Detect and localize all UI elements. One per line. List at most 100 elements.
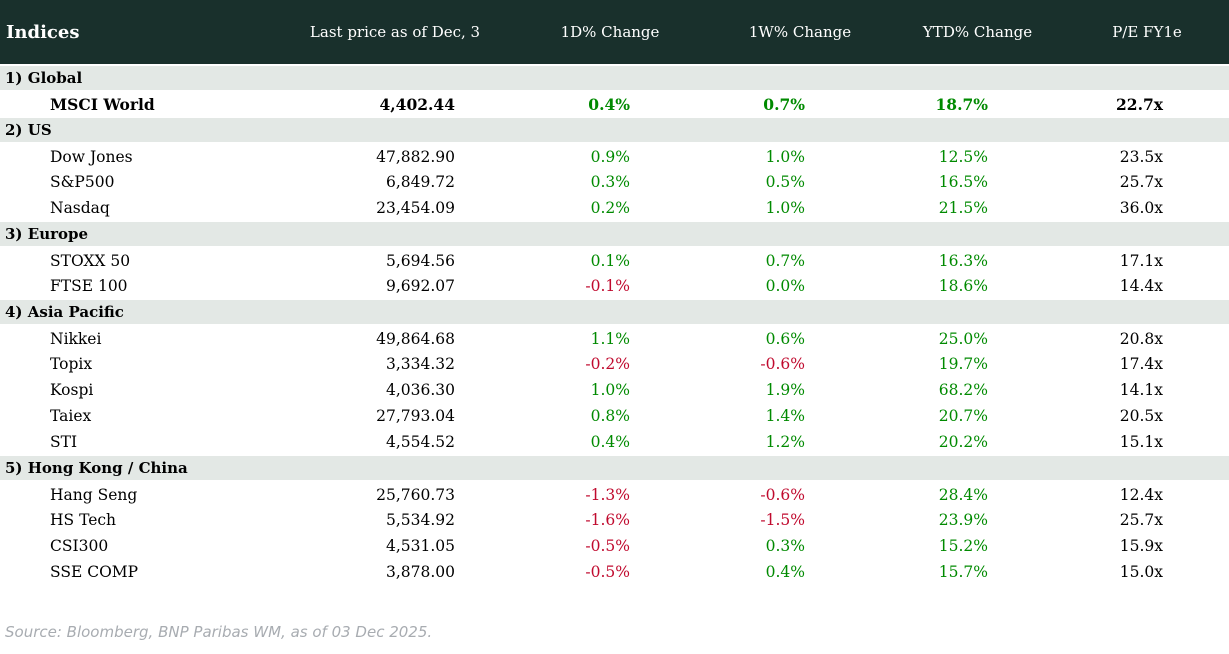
last-price: 4,554.52 [385,432,455,451]
change-1w: -1.5% [760,511,805,529]
pe-ratio: 17.1x [1119,251,1163,270]
section-label: 5) Hong Kong / China [0,454,1229,482]
change-ytd: 18.6% [938,276,988,295]
change-1w: 0.6% [765,329,805,348]
change-1w: 1.0% [765,147,805,166]
pe-ratio: 14.4x [1119,276,1163,295]
index-row: STOXX 50 5,694.56 0.1% 0.7% 16.3% 17.1x [0,247,1229,273]
last-price: 5,694.56 [385,251,455,270]
index-name: Hang Seng [50,485,138,504]
pe-ratio: 20.8x [1119,329,1163,348]
change-1d: 0.3% [590,173,630,191]
change-ytd: 23.9% [938,511,988,529]
change-ytd: 15.2% [938,537,988,555]
change-1w: 0.7% [765,251,805,270]
index-name: CSI300 [50,537,109,555]
index-name: Dow Jones [50,147,133,166]
index-name: MSCI World [50,94,155,114]
section-row: 4) Asia Pacific [0,298,1229,326]
change-1w: 0.5% [765,173,805,191]
index-row: FTSE 100 9,692.07 -0.1% 0.0% 18.6% 14.4x [0,273,1229,299]
last-price: 6,849.72 [385,173,455,191]
pe-ratio: 22.7x [1116,94,1163,114]
index-name: Nasdaq [50,198,110,217]
index-row: Dow Jones 47,882.90 0.9% 1.0% 12.5% 23.5x [0,143,1229,169]
change-1d: 0.1% [590,251,630,270]
column-header-ytd-change: YTD% Change [922,23,1033,41]
column-header-1d-change: 1D% Change [560,23,660,41]
change-1d: 1.1% [590,329,630,348]
index-row: SSE COMP 3,878.00 -0.5% 0.4% 15.7% 15.0x [0,559,1229,585]
section-label: 3) Europe [0,220,1229,248]
pe-ratio: 25.7x [1119,511,1163,529]
column-header-1w-change: 1W% Change [748,23,852,41]
change-1w: 1.0% [765,198,805,217]
column-header-last-price: Last price as of Dec, 3 [309,23,481,41]
change-1w: 0.0% [765,276,805,295]
change-1d: -0.1% [585,276,630,295]
last-price: 4,531.05 [385,537,455,555]
change-1d: -1.6% [585,511,630,529]
index-name: STI [50,432,78,451]
section-label: 4) Asia Pacific [0,298,1229,326]
change-1w: 1.2% [765,432,805,451]
page-title: Indices [6,21,80,43]
source-note: Source: Bloomberg, BNP Paribas WM, as of… [5,623,433,641]
last-price: 23,454.09 [376,198,455,217]
change-1d: 0.2% [590,198,630,217]
index-row: STI 4,554.52 0.4% 1.2% 20.2% 15.1x [0,429,1229,455]
table-header-row: Indices Last price as of Dec, 3 1D% Chan… [0,0,1229,65]
last-price: 5,534.92 [385,511,455,529]
pe-ratio: 15.0x [1119,563,1163,581]
section-row: 5) Hong Kong / China [0,454,1229,482]
index-name: Topix [50,355,93,373]
change-1w: 0.4% [765,563,805,581]
change-ytd: 16.5% [938,173,988,191]
change-ytd: 12.5% [938,147,988,166]
change-1d: -0.5% [585,537,630,555]
section-row: 2) US [0,116,1229,144]
index-row: Kospi 4,036.30 1.0% 1.9% 68.2% 14.1x [0,377,1229,403]
index-name: STOXX 50 [50,251,131,270]
change-ytd: 21.5% [938,198,988,217]
index-name: HS Tech [50,511,117,529]
change-1d: -1.3% [585,485,630,504]
pe-ratio: 15.1x [1119,432,1163,451]
pe-ratio: 15.9x [1119,537,1163,555]
change-1w: 0.7% [763,94,805,114]
index-row: Nikkei 49,864.68 1.1% 0.6% 25.0% 20.8x [0,325,1229,351]
change-1d: 1.0% [590,381,630,399]
change-ytd: 19.7% [938,355,988,373]
change-ytd: 16.3% [938,251,988,270]
index-name: S&P500 [50,173,115,191]
pe-ratio: 36.0x [1119,198,1163,217]
change-1w: 0.3% [765,537,805,555]
index-name: FTSE 100 [50,276,128,295]
last-price: 4,036.30 [385,381,455,399]
index-row: MSCI World 4,402.44 0.4% 0.7% 18.7% 22.7x [0,91,1229,117]
change-1d: -0.5% [585,563,630,581]
last-price: 4,402.44 [379,94,455,114]
change-1d: 0.9% [590,147,630,166]
pe-ratio: 14.1x [1119,381,1163,399]
index-row: HS Tech 5,534.92 -1.6% -1.5% 23.9% 25.7x [0,507,1229,533]
change-ytd: 15.7% [938,563,988,581]
pe-ratio: 17.4x [1119,355,1163,373]
change-1w: -0.6% [760,355,805,373]
index-name: Kospi [50,381,94,399]
last-price: 25,760.73 [376,485,455,504]
change-1w: 1.4% [765,407,805,425]
index-row: Taiex 27,793.04 0.8% 1.4% 20.7% 20.5x [0,403,1229,429]
last-price: 9,692.07 [385,276,455,295]
indices-table: Indices Last price as of Dec, 3 1D% Chan… [0,0,1229,585]
pe-ratio: 12.4x [1119,485,1163,504]
pe-ratio: 20.5x [1119,407,1163,425]
change-ytd: 20.2% [938,432,988,451]
change-ytd: 28.4% [938,485,988,504]
column-header-pe-fy1e: P/E FY1e [1112,23,1182,41]
change-1w: 1.9% [765,381,805,399]
change-1d: 0.4% [590,432,630,451]
last-price: 47,882.90 [376,147,455,166]
pe-ratio: 23.5x [1119,147,1163,166]
